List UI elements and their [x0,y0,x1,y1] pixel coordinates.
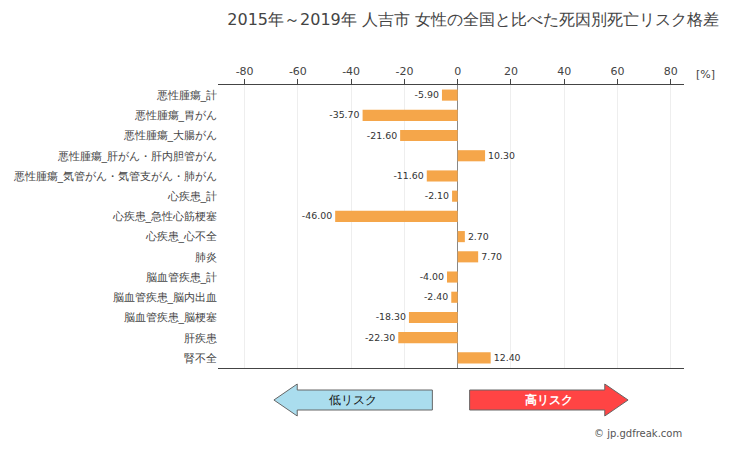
svg-text:-80: -80 [236,65,254,78]
svg-text:悪性腫瘍_胃がん: 悪性腫瘍_胃がん [134,109,218,122]
svg-text:心疾患_心不全: 心疾患_心不全 [145,230,218,243]
svg-text:-46.00: -46.00 [302,210,332,221]
svg-text:-20: -20 [395,65,413,78]
svg-text:-22.30: -22.30 [365,332,395,343]
svg-text:2.70: 2.70 [468,231,489,242]
svg-text:80: 80 [664,65,678,78]
svg-text:肝疾患: 肝疾患 [184,332,217,345]
svg-text:-21.60: -21.60 [367,130,397,141]
svg-text:-2.40: -2.40 [424,291,448,302]
svg-text:2015年～2019年 人吉市 女性の全国と比べた死因別死亡: 2015年～2019年 人吉市 女性の全国と比べた死因別死亡リスク格差 [227,10,719,29]
svg-text:腎不全: 腎不全 [184,352,217,365]
svg-text:高リスク: 高リスク [525,393,573,407]
svg-text:-60: -60 [289,65,307,78]
svg-text:-5.90: -5.90 [415,89,439,100]
svg-text:-4.00: -4.00 [420,271,444,282]
svg-text:脳血管疾患_計: 脳血管疾患_計 [146,271,218,284]
svg-text:心疾患_計: 心疾患_計 [167,190,218,203]
svg-text:脳血管疾患_脳内出血: 脳血管疾患_脳内出血 [113,291,218,304]
svg-text:-18.30: -18.30 [376,311,406,322]
svg-text:-40: -40 [342,65,360,78]
svg-text:悪性腫瘍_計: 悪性腫瘍_計 [156,89,218,102]
svg-text:悪性腫瘍_肝がん・肝内胆管がん: 悪性腫瘍_肝がん・肝内胆管がん [57,150,218,163]
svg-text:-35.70: -35.70 [329,109,359,120]
svg-text:-11.60: -11.60 [393,170,423,181]
svg-text:60: 60 [610,65,624,78]
svg-text:肺炎: 肺炎 [195,251,217,264]
svg-text:© jp.gdfreak.com: © jp.gdfreak.com [594,428,682,439]
svg-text:40: 40 [557,65,571,78]
svg-text:20: 20 [504,65,518,78]
svg-text:低リスク: 低リスク [329,393,377,407]
svg-text:[%]: [%] [696,68,715,81]
svg-text:0: 0 [454,65,461,78]
svg-text:7.70: 7.70 [481,251,502,262]
svg-text:悪性腫瘍_気管がん・気管支がん・肺がん: 悪性腫瘍_気管がん・気管支がん・肺がん [13,170,218,183]
svg-text:悪性腫瘍_大腸がん: 悪性腫瘍_大腸がん [123,129,218,142]
svg-text:10.30: 10.30 [488,150,515,161]
svg-text:心疾患_急性心筋梗塞: 心疾患_急性心筋梗塞 [112,210,218,223]
svg-text:-2.10: -2.10 [425,190,449,201]
svg-text:脳血管疾患_脳梗塞: 脳血管疾患_脳梗塞 [124,311,218,324]
svg-text:12.40: 12.40 [494,352,521,363]
